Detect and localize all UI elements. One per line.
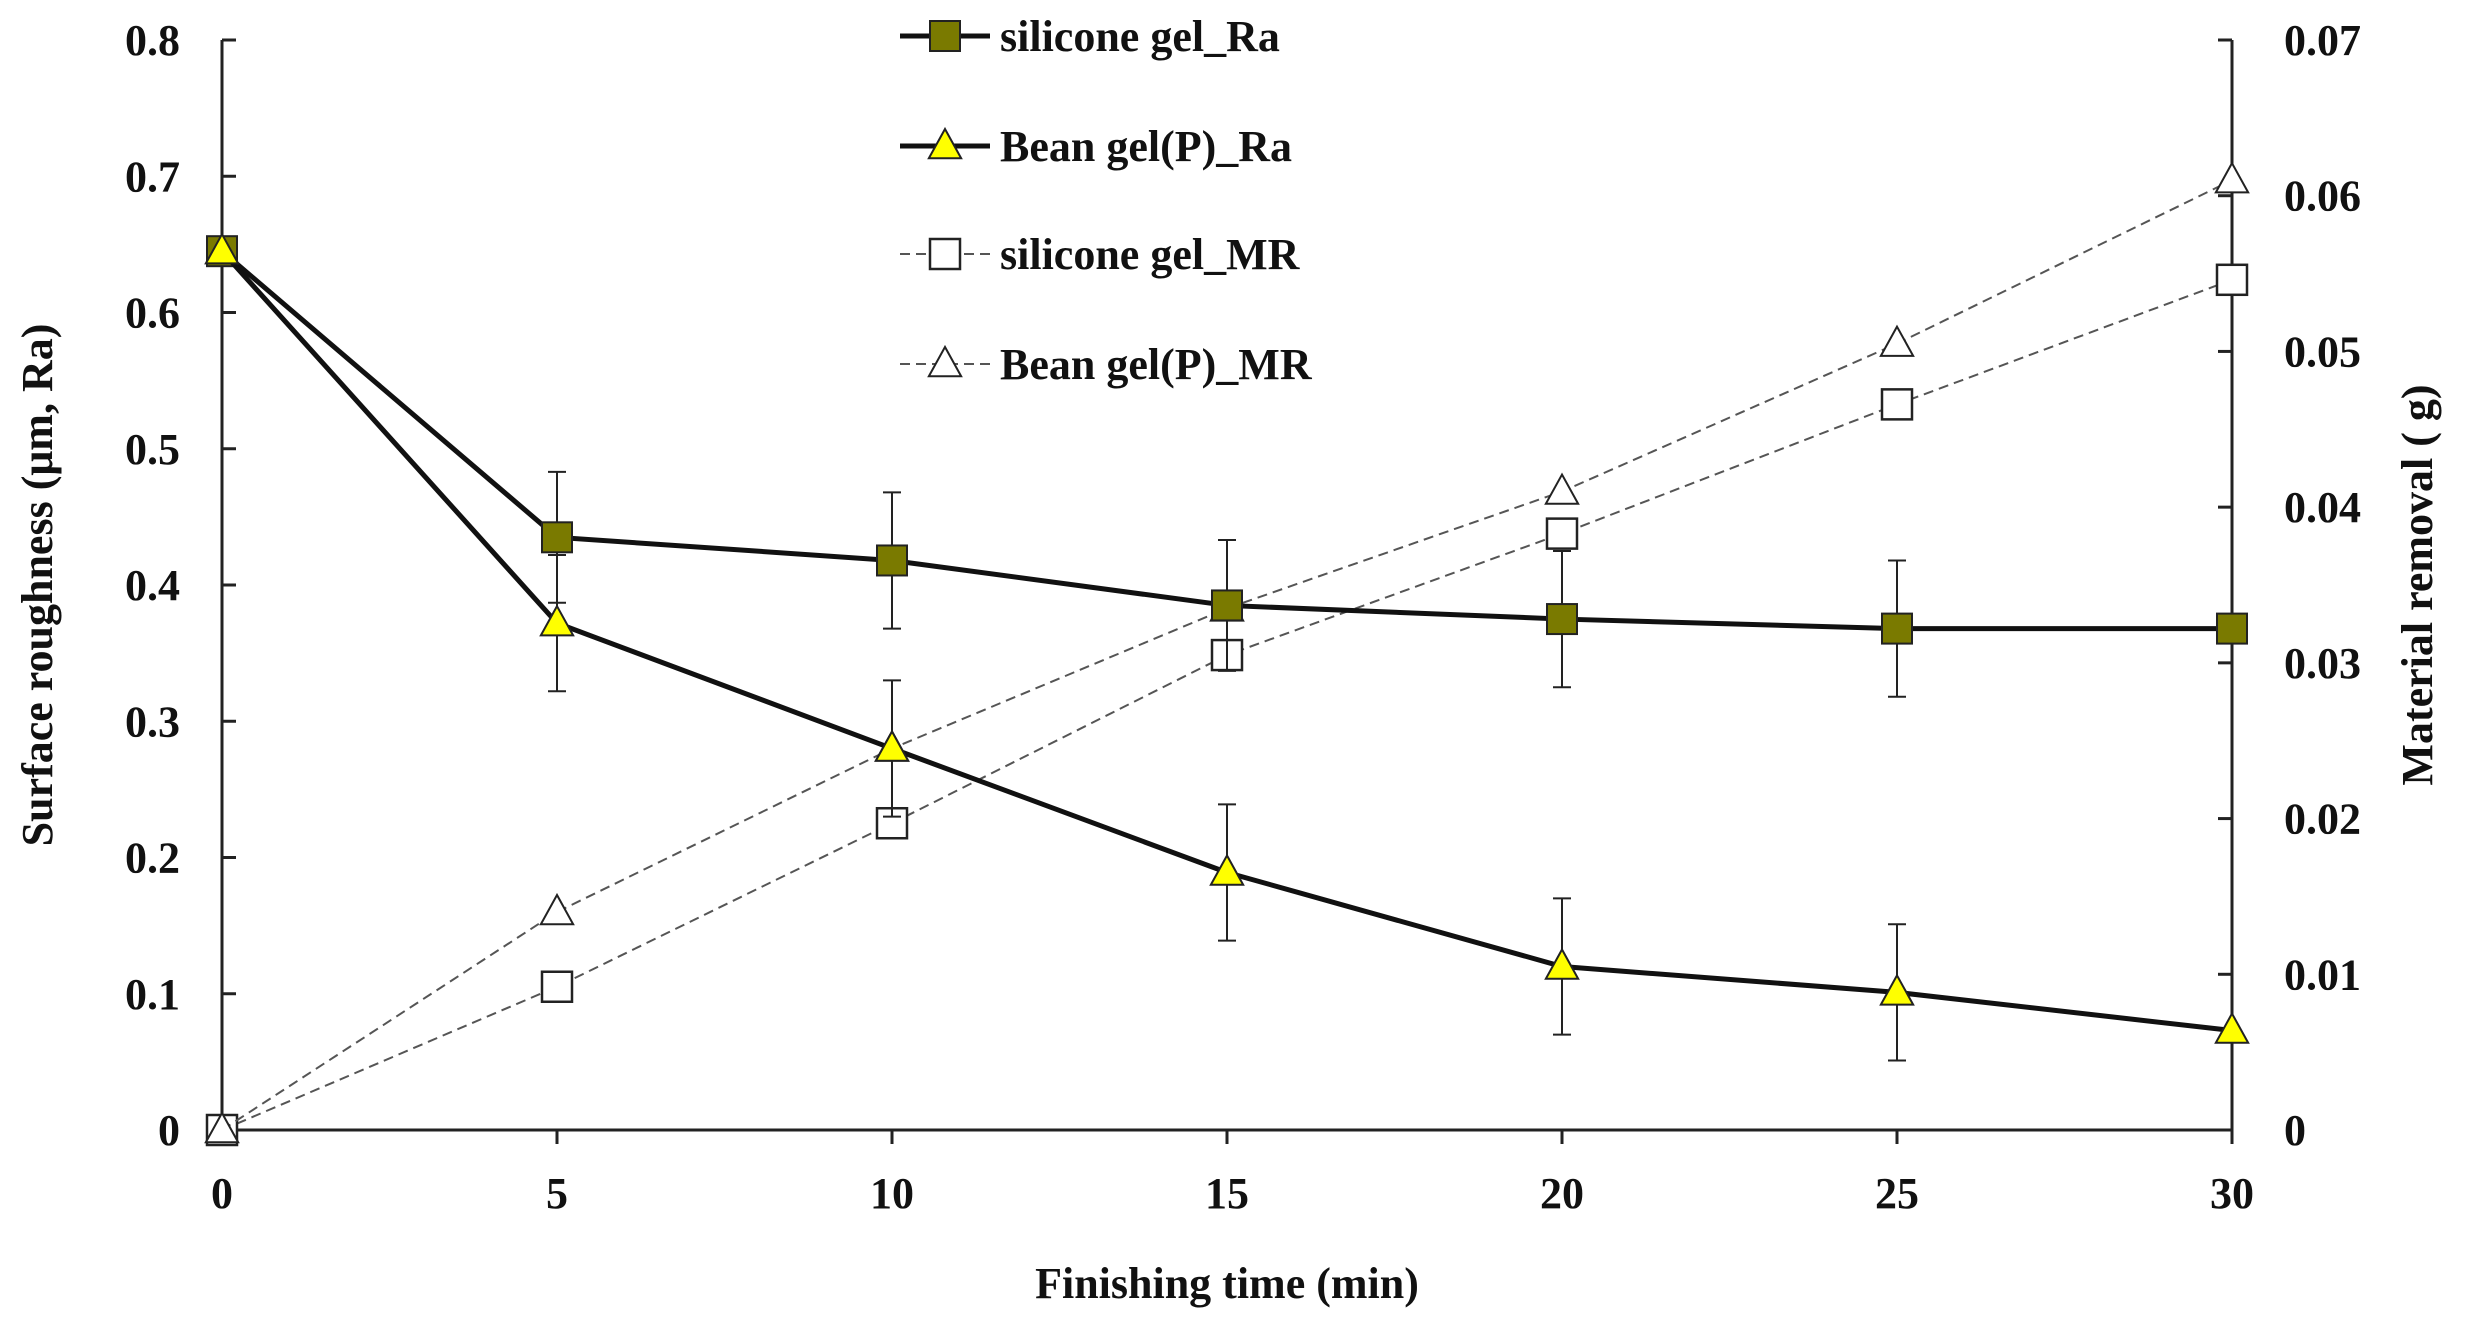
data-point xyxy=(1209,853,1245,886)
legend-marker xyxy=(928,237,962,271)
data-point xyxy=(539,892,575,926)
legend-marker xyxy=(927,126,963,160)
y-tick-label: 0.2 xyxy=(125,834,180,883)
y2-tick-label: 0 xyxy=(2284,1106,2306,1155)
legend-item: silicone gel_MR xyxy=(900,230,1301,279)
legend: silicone gel_Ra Bean gel(P)_Ra silicone ge… xyxy=(900,12,1313,389)
y-tick-label: 0 xyxy=(158,1106,180,1155)
legend-label: silicone gel_Ra xyxy=(1000,12,1280,61)
data-point xyxy=(204,1110,240,1144)
x-axis-label: Finishing time (min) xyxy=(1035,1259,1419,1308)
y-tick-label: 0.8 xyxy=(125,16,180,65)
x-tick-label: 20 xyxy=(1540,1169,1584,1218)
data-point xyxy=(1544,947,1580,980)
y-tick-label: 0.3 xyxy=(125,697,180,746)
legend-label: silicone gel_MR xyxy=(1000,230,1301,279)
series-bean-gel-p-ra xyxy=(204,232,2250,1062)
y2-tick-label: 0.01 xyxy=(2284,950,2361,999)
x-tick-label: 25 xyxy=(1875,1169,1919,1218)
series xyxy=(204,161,2250,1147)
y-tick-label: 0.7 xyxy=(125,152,180,201)
series-silicone-gel-mr xyxy=(205,263,2249,1147)
y2-tick-label: 0.02 xyxy=(2284,795,2361,844)
data-point xyxy=(2216,612,2248,645)
data-point xyxy=(204,232,240,265)
data-point xyxy=(2214,1011,2250,1044)
data-point xyxy=(1546,603,1578,636)
data-point xyxy=(2214,161,2250,194)
y-tick-label: 0.4 xyxy=(125,561,180,610)
y2-tick-label: 0.03 xyxy=(2284,639,2361,688)
legend-label: Bean gel(P)_MR xyxy=(1000,340,1313,389)
data-point xyxy=(1879,973,1915,1006)
data-point xyxy=(876,544,908,577)
y-tick-label: 0.5 xyxy=(125,425,180,474)
data-point xyxy=(1880,388,1914,421)
legend-item: silicone gel_Ra xyxy=(900,12,1280,61)
x-tick-label: 5 xyxy=(546,1169,568,1218)
y-tick-label: 0.1 xyxy=(125,970,180,1019)
data-point xyxy=(1881,612,1913,645)
y2-tick-label: 0.06 xyxy=(2284,172,2361,221)
data-point xyxy=(1545,517,1579,550)
data-point xyxy=(1544,472,1580,505)
x-tick-label: 30 xyxy=(2210,1169,2254,1218)
series-silicone-gel-ra xyxy=(206,235,2248,698)
data-point xyxy=(540,970,574,1003)
series-line xyxy=(221,278,2233,1131)
y-tick-label: 0.6 xyxy=(125,289,180,338)
x-tick-label: 15 xyxy=(1205,1169,1249,1218)
ticks: 0 0.1 0.2 0.3 0.4 0.5 0.6 0.7 0.8 0 0.01 0.02 0.03 0.… xyxy=(125,16,2361,1218)
data-point xyxy=(541,521,573,554)
data-point xyxy=(1211,589,1243,622)
y2-tick-label: 0.07 xyxy=(2284,16,2361,65)
x-tick-label: 10 xyxy=(870,1169,914,1218)
data-point xyxy=(539,604,575,637)
x-tick-label: 0 xyxy=(211,1169,233,1218)
legend-item: Bean gel(P)_Ra xyxy=(900,122,1292,171)
data-point xyxy=(1879,324,1915,357)
data-point xyxy=(2215,263,2249,297)
legend-marker xyxy=(927,344,963,378)
legend-label: Bean gel(P)_Ra xyxy=(1000,122,1292,171)
data-point xyxy=(874,729,910,762)
y-axis-label: Surface roughness (μm, Ra) xyxy=(13,324,62,847)
y2-axis-label: Material removal ( g) xyxy=(2393,384,2442,785)
y2-tick-label: 0.04 xyxy=(2284,483,2361,532)
legend-item: Bean gel(P)_MR xyxy=(900,340,1313,389)
legend-marker xyxy=(929,20,961,52)
y2-tick-label: 0.05 xyxy=(2284,327,2361,376)
